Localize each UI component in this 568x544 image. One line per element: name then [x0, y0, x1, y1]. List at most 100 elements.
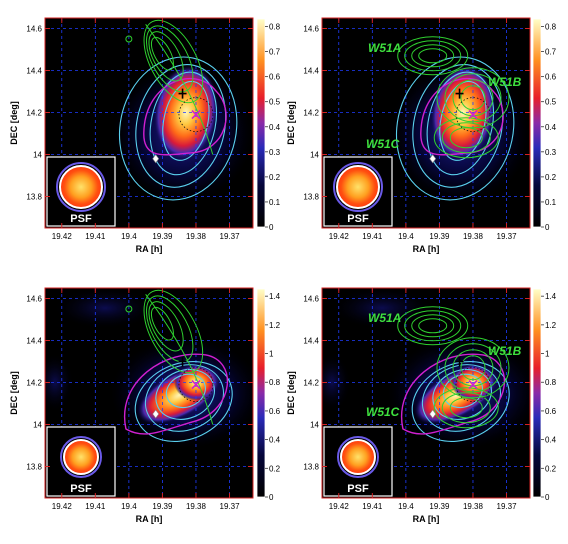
- plus-marker: [455, 356, 464, 367]
- x-tick-label: 19.4: [398, 502, 414, 511]
- green-contour: [150, 306, 174, 341]
- colorbar-tick-label: 0.3: [269, 148, 281, 157]
- psf-disc: [340, 439, 376, 475]
- psf-inset: PSF: [46, 156, 116, 227]
- psf-label: PSF: [70, 483, 92, 495]
- colorbar-tick-label: 1: [269, 350, 274, 359]
- x-tick-label: 19.38: [463, 232, 484, 241]
- y-tick-label: 13.8: [303, 193, 319, 202]
- panel-bottom-left: PSF 19.42 19.41 19.4 19.39 19.38 19.37 14.6 14.4…: [9, 287, 281, 524]
- colorbar-tick-label: 1: [545, 350, 550, 359]
- psf-inset: PSF: [46, 426, 116, 497]
- colorbar-tick-label: 1.4: [545, 292, 557, 301]
- x-axis-label: RA [h]: [136, 244, 163, 254]
- plot-area: [45, 288, 253, 498]
- plot-frame: [321, 17, 531, 229]
- green-contour: [444, 343, 502, 393]
- x-tick-label: 19.37: [497, 232, 518, 241]
- green-contour: [143, 19, 204, 104]
- colorbar-tick-label: 0.7: [545, 48, 557, 57]
- x-tick-label: 19.4: [121, 502, 137, 511]
- x-tick-label: 19.41: [85, 502, 106, 511]
- colorbar: 1.4 1.2 1 0.8 0.6 0.4 0.2 0: [256, 288, 281, 502]
- psf-label: PSF: [347, 483, 369, 495]
- y-tick-label: 14: [310, 421, 319, 430]
- green-contour: [436, 337, 510, 399]
- green-contour: [397, 306, 469, 346]
- colorbar-tick-label: 0.6: [545, 407, 557, 416]
- x-tick-label: 19.4: [121, 232, 137, 241]
- colorbar: 0.8 0.7 0.6 0.5 0.4 0.3 0.2 0.1 0: [256, 18, 281, 232]
- x-tick-label: 19.42: [52, 502, 73, 511]
- plot-frame: [44, 17, 254, 229]
- y-tick-label: 13.8: [303, 463, 319, 472]
- colorbar-tick-label: 0.8: [545, 378, 557, 387]
- colorbar-gradient: [532, 288, 542, 498]
- colorbar-tick-label: 1.2: [269, 321, 281, 330]
- cross-marker: [468, 110, 478, 120]
- faint-emission: [45, 354, 73, 411]
- green-contour: [441, 122, 491, 154]
- cyan-contour: [144, 364, 224, 432]
- error-circle: [178, 367, 214, 403]
- y-tick-label: 14: [33, 151, 42, 160]
- cyan-contour: [426, 71, 494, 176]
- magenta-contour: [400, 353, 506, 435]
- y-tick-label: 14: [310, 151, 319, 160]
- psf-label: PSF: [70, 213, 92, 225]
- psf-disc: [59, 165, 103, 209]
- y-tick-label: 14.4: [303, 337, 319, 346]
- cyan-contour: [411, 361, 510, 442]
- green-contour: [452, 349, 494, 387]
- colorbar-tick-label: 0.2: [545, 173, 557, 182]
- colorbar-gradient: [532, 18, 542, 228]
- green-contour: [125, 35, 133, 43]
- cyan-contour: [162, 80, 210, 161]
- region-label-w51c: W51C: [366, 405, 400, 419]
- cyan-contour: [118, 56, 238, 201]
- cyan-contour: [135, 64, 227, 188]
- x-tick-label: 19.39: [429, 232, 450, 241]
- plot-frame: [44, 287, 254, 499]
- region-label-w51c: W51C: [366, 137, 400, 151]
- cyan-contour: [165, 373, 206, 409]
- psf-inset: PSF: [323, 156, 393, 227]
- colorbar-tick-label: 0.6: [269, 73, 281, 82]
- y-tick-label: 14.6: [303, 25, 319, 34]
- green-contour: [444, 73, 502, 123]
- y-tick-label: 14.2: [303, 379, 319, 388]
- faint-emission: [332, 288, 432, 328]
- green-contour: [433, 387, 499, 429]
- y-tick-label: 14: [33, 421, 42, 430]
- plot-area: [322, 18, 530, 228]
- colorbar-tick-label: 0.4: [269, 123, 281, 132]
- x-tick-label: 19.37: [220, 502, 241, 511]
- x-tick-label: 19.39: [152, 232, 173, 241]
- colorbar-tick-label: 0: [545, 493, 550, 502]
- plus-marker: [178, 356, 187, 367]
- x-axis-label: RA [h]: [136, 514, 163, 524]
- colorbar-tick-label: 0.4: [545, 123, 557, 132]
- colorbar-tick-label: 0.2: [545, 464, 557, 473]
- x-tick-label: 19.39: [429, 502, 450, 511]
- error-circle: [455, 367, 491, 403]
- colorbar-tick-label: 0.5: [545, 98, 557, 107]
- green-contour: [148, 301, 184, 352]
- region-label-w51a: W51A: [368, 41, 401, 55]
- cyan-contour: [155, 368, 215, 420]
- y-tick-label: 14.4: [26, 337, 42, 346]
- psf-label: PSF: [347, 213, 369, 225]
- diamond-marker: [152, 154, 160, 164]
- green-contour: [148, 31, 184, 82]
- colorbar-tick-label: 0.8: [269, 23, 281, 32]
- colorbar-tick-label: 0.6: [269, 407, 281, 416]
- colorbar-tick-label: 0.2: [269, 173, 281, 182]
- colorbar-gradient: [256, 288, 266, 498]
- x-tick-label: 19.4: [398, 232, 414, 241]
- green-contour: [452, 79, 494, 117]
- error-circle: [455, 97, 491, 132]
- cyan-contour: [412, 64, 504, 188]
- panel-top-right: PSF W51A W51B W51C 19.42 19.41 19.4 19.39 19.38 1…: [286, 17, 557, 254]
- y-axis-label: DEC [deg]: [286, 371, 296, 415]
